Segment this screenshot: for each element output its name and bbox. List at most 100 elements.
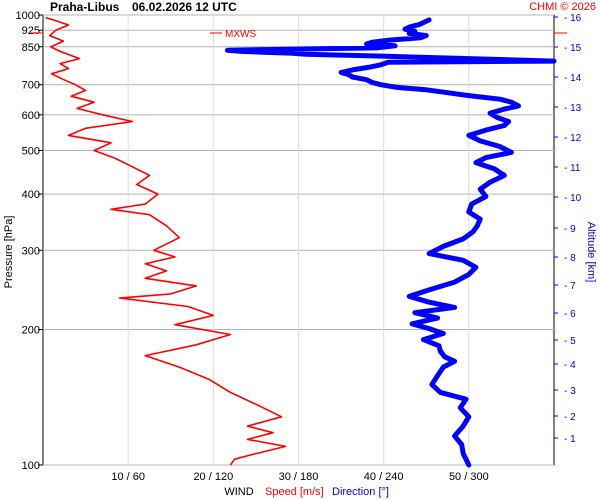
- direction-point: [350, 67, 355, 73]
- direction-point: [473, 265, 479, 270]
- direction-point: [426, 300, 432, 305]
- altitude-tick-label: - 16: [564, 13, 582, 24]
- direction-point: [239, 49, 244, 54]
- altitude-tick-label: - 13: [564, 103, 582, 114]
- direction-point: [303, 52, 308, 57]
- direction-point: [421, 20, 426, 25]
- direction-point: [370, 80, 375, 85]
- direction-point: [436, 343, 442, 348]
- direction-point: [407, 24, 412, 30]
- direction-point: [497, 144, 503, 149]
- direction-point: [483, 155, 489, 160]
- direction-point: [487, 111, 493, 116]
- direction-point: [509, 100, 514, 105]
- altitude-tick-label: - 8: [564, 253, 576, 264]
- speed-line: [45, 16, 287, 466]
- direction-point: [506, 119, 511, 124]
- direction-point: [466, 462, 471, 468]
- direction-point: [469, 201, 474, 207]
- direction-point: [409, 321, 415, 326]
- direction-point: [378, 82, 383, 87]
- direction-point: [466, 414, 471, 419]
- direction-point: [435, 373, 440, 378]
- direction-point: [424, 33, 429, 38]
- wind-tick-label: 10 / 60: [111, 471, 145, 483]
- direction-point: [478, 187, 483, 192]
- altitude-tick-label: - 10: [564, 193, 582, 204]
- altitude-tick-label: - 14: [564, 73, 582, 84]
- direction-point: [441, 244, 446, 249]
- direction-point: [225, 48, 230, 53]
- direction-point: [483, 127, 489, 133]
- direction-point: [463, 397, 469, 402]
- altitude-tick-label: - 6: [564, 309, 576, 320]
- direction-line: [225, 17, 557, 468]
- direction-point: [452, 279, 457, 285]
- station-name: Praha-Libus: [50, 0, 120, 14]
- direction-point: [364, 41, 369, 47]
- direction-point: [466, 209, 471, 215]
- direction-point: [466, 272, 471, 277]
- direction-point: [461, 451, 466, 456]
- wind-tick-label: 50 / 300: [449, 471, 489, 483]
- direction-point: [370, 40, 375, 45]
- direction-point: [407, 294, 412, 299]
- altitude-tick-label: - 7: [564, 281, 576, 292]
- direction-point: [388, 37, 393, 43]
- direction-point: [374, 45, 379, 51]
- speed-legend: Speed [m/s]: [265, 486, 324, 498]
- direction-point: [475, 223, 480, 228]
- direction-point: [392, 43, 398, 48]
- y-axis-label: Pressure [hPa]: [3, 216, 15, 289]
- direction-point: [483, 194, 489, 199]
- direction-point: [412, 310, 418, 315]
- direction-point: [426, 287, 432, 293]
- direction-point: [487, 180, 493, 185]
- wind-axis: 10 / 60 20 / 120 30 / 180 40 / 240 50 / 300: [111, 471, 488, 483]
- direction-point: [452, 359, 457, 364]
- series-layer: [45, 16, 557, 468]
- direction-point: [426, 326, 432, 331]
- direction-legend: Direction [°]: [332, 486, 389, 498]
- direction-point: [426, 251, 432, 256]
- direction-point: [412, 29, 418, 34]
- pressure-tick-label: 300: [22, 245, 40, 257]
- direction-point: [346, 72, 351, 77]
- direction-point: [461, 236, 466, 242]
- direction-point: [290, 51, 295, 56]
- direction-point: [516, 103, 521, 109]
- direction-point: [424, 87, 429, 93]
- direction-point: [466, 133, 471, 138]
- sounding-datetime: 06.02.2026 12 UTC: [132, 0, 237, 14]
- wind-tick-label: 20 / 120: [193, 471, 233, 483]
- direction-point: [435, 315, 440, 321]
- altitude-tick-label: - 2: [564, 412, 576, 423]
- direction-point: [452, 305, 457, 310]
- pressure-tick-label: 600: [22, 110, 40, 122]
- direction-point: [395, 85, 401, 90]
- direction-point: [445, 90, 450, 95]
- direction-point: [417, 22, 422, 27]
- direction-point: [426, 17, 432, 23]
- altitude-tick-label: - 4: [564, 360, 576, 371]
- direction-point: [407, 31, 412, 36]
- altitude-tick-label: - 15: [564, 43, 582, 54]
- pressure-tick-label: 925: [22, 25, 40, 37]
- pressure-tick-label: 850: [22, 42, 40, 54]
- direction-point: [442, 354, 447, 359]
- mxws-label: MXWS: [225, 29, 256, 40]
- wind-tick-label: 40 / 240: [364, 471, 404, 483]
- direction-point: [365, 65, 371, 70]
- direction-point: [441, 364, 446, 370]
- altitude-tick-label: - 1: [564, 434, 576, 445]
- direction-point: [509, 150, 514, 155]
- direction-point: [502, 173, 507, 178]
- direction-point: [463, 457, 469, 462]
- direction-point: [478, 138, 483, 144]
- wind-tick-label: 30 / 180: [279, 471, 319, 483]
- altitude-tick-label: - 11: [564, 163, 581, 174]
- direction-point: [402, 27, 408, 32]
- altitude-axis: - 1 - 2 - 3 - 4 - 5 - 6 - 7 - 8 - 9 - 10 - 11 - 12 -…: [554, 13, 582, 445]
- direction-point: [461, 423, 466, 429]
- direction-point: [492, 166, 497, 172]
